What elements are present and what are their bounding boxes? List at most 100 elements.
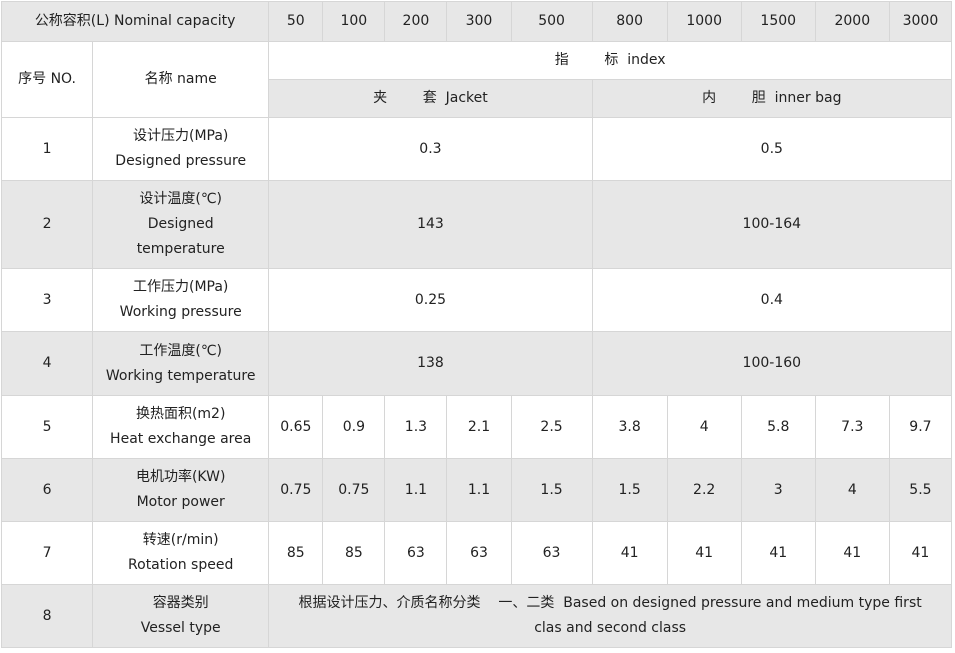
name-cn: 工作温度(℃) [139, 342, 223, 359]
row-no: 8 [0, 584, 94, 648]
row-no: 1 [0, 117, 94, 181]
capacity-cell: 500 [510, 1, 593, 42]
inner-value: 0.5 [591, 117, 953, 181]
name-cn: 设计压力(MPa) [132, 128, 229, 144]
no-header: 序号 NO. [0, 41, 94, 118]
capacity-cell: 1500 [740, 1, 816, 42]
name-cn: 容器类别 [152, 595, 209, 611]
value-cell: 63 [384, 521, 448, 585]
name-en: Working pressure [119, 304, 242, 320]
value-cell: 4 [814, 458, 890, 522]
name-cn: 设计温度(℃) [139, 191, 223, 207]
capacity-cell: 800 [591, 1, 668, 42]
value-cell: 41 [591, 521, 668, 585]
capacity-cell: 1000 [666, 1, 742, 42]
value-cell: 85 [268, 521, 324, 585]
value-cell: 1.1 [446, 458, 512, 522]
jacket-value: 0.25 [268, 268, 593, 332]
table-row: 7 转速(r/min) Rotation speed 85 85 63 63 63 41 41 4… [0, 521, 953, 585]
value-cell: 1.5 [591, 458, 668, 522]
value-cell: 63 [446, 521, 512, 585]
value-cell: 1.5 [510, 458, 593, 522]
capacity-cell: 300 [446, 1, 512, 42]
capacity-cell: 2000 [814, 1, 890, 42]
row-no: 7 [0, 521, 94, 585]
name-cn: 工作压力(MPa) [132, 279, 229, 295]
index-header-row: 序号 NO. 名称 name 指 标 index [0, 41, 952, 118]
table-row: 3 工作压力(MPa) Working pressure 0.25 0.4 [0, 268, 953, 332]
jacket-value: 0.3 [268, 117, 593, 181]
name-en: Rotation speed [128, 557, 234, 573]
table-row: 2 设计温度(℃) Designed temperature 143 100-164 [0, 180, 953, 269]
value-cell: 41 [814, 521, 890, 585]
row-no: 6 [0, 458, 94, 522]
table-row: 4 工作温度(℃) Working temperature 138 100-160 [0, 331, 953, 396]
value-cell: 0.75 [322, 458, 386, 522]
vessel-type-line-1: 根据设计压力、介质名称分类 一、二类 Based on designed pre… [298, 595, 922, 611]
row-no: 3 [0, 268, 94, 332]
capacity-cell: 100 [322, 1, 386, 42]
table-row: 8 容器类别 Vessel type 根据设计压力、介质名称分类 一、二类 Bas… [0, 584, 952, 648]
jacket-value: 138 [268, 331, 593, 396]
capacity-label: 公称容积(L) Nominal capacity [0, 1, 270, 42]
table-row: 1 设计压力(MPa) Designed pressure 0.3 0.5 [0, 117, 953, 181]
value-cell: 3 [740, 458, 816, 522]
name-en: Vessel type [140, 620, 221, 636]
capacity-cell: 200 [384, 1, 448, 42]
inner-value: 0.4 [591, 268, 953, 332]
row-name: 换热面积(m2) Heat exchange area [92, 395, 270, 459]
value-cell: 5.5 [888, 458, 953, 522]
value-cell: 1.1 [384, 458, 448, 522]
index-header: 指 标 index [268, 41, 952, 80]
value-cell: 3.8 [591, 395, 668, 459]
vessel-type-value: 根据设计压力、介质名称分类 一、二类 Based on designed pre… [268, 584, 952, 648]
row-name: 电机功率(KW) Motor power [92, 458, 270, 522]
value-cell: 2.5 [510, 395, 593, 459]
name-en: Working temperature [105, 367, 256, 384]
name-cn: 换热面积(m2) [135, 406, 226, 422]
row-name: 设计压力(MPa) Designed pressure [92, 117, 270, 181]
capacity-row: 公称容积(L) Nominal capacity 50 100 200 300 … [0, 1, 953, 42]
name-header: 名称 name [92, 41, 270, 118]
jacket-header: 夹 套 Jacket [268, 79, 593, 118]
inner-value: 100-160 [591, 331, 953, 396]
row-name: 工作温度(℃) Working temperature [92, 331, 270, 396]
name-en-2: temperature [136, 241, 225, 257]
row-no: 2 [0, 180, 94, 269]
name-en: Heat exchange area [110, 431, 252, 447]
value-cell: 0.9 [322, 395, 386, 459]
value-cell: 9.7 [888, 395, 953, 459]
inner-header: 内 胆 inner bag [591, 79, 953, 118]
value-cell: 0.75 [268, 458, 324, 522]
capacity-cell: 3000 [888, 1, 953, 42]
table-row: 6 电机功率(KW) Motor power 0.75 0.75 1.1 1.1 1.5 1.… [0, 458, 953, 522]
capacity-cell: 50 [268, 1, 324, 42]
name-en: Motor power [136, 494, 225, 510]
name-cn: 电机功率(KW) [135, 469, 226, 485]
value-cell: 2.2 [666, 458, 742, 522]
value-cell: 0.65 [268, 395, 324, 459]
row-name: 工作压力(MPa) Working pressure [92, 268, 270, 332]
inner-value: 100-164 [591, 180, 953, 269]
value-cell: 7.3 [814, 395, 890, 459]
vessel-type-line-2: clas and second class [534, 620, 687, 636]
row-name: 容器类别 Vessel type [92, 584, 270, 648]
row-no: 5 [0, 395, 94, 459]
row-no: 4 [0, 331, 94, 396]
jacket-value: 143 [268, 180, 593, 269]
value-cell: 5.8 [740, 395, 816, 459]
value-cell: 4 [666, 395, 742, 459]
name-en: Designed [147, 216, 214, 232]
value-cell: 2.1 [446, 395, 512, 459]
name-en: Designed pressure [115, 153, 247, 169]
value-cell: 63 [510, 521, 593, 585]
value-cell: 41 [740, 521, 816, 585]
subheader-row: 夹 套 Jacket 内 胆 inner bag [2, 79, 953, 118]
value-cell: 41 [666, 521, 742, 585]
value-cell: 1.3 [384, 395, 448, 459]
name-cn: 转速(r/min) [142, 532, 219, 548]
value-cell: 85 [322, 521, 386, 585]
table-row: 5 换热面积(m2) Heat exchange area 0.65 0.9 1.3 2.… [0, 395, 953, 459]
row-name: 设计温度(℃) Designed temperature [92, 180, 270, 269]
